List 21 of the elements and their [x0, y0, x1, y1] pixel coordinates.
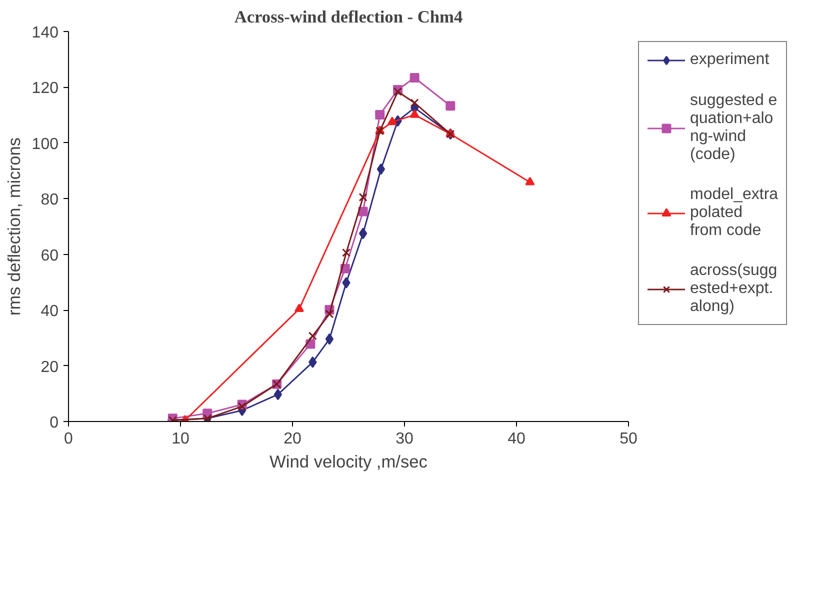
- y-tick-label: 60: [40, 247, 59, 264]
- legend-label: across(suggested+expt. along): [690, 262, 778, 316]
- x-tick-label: 50: [620, 430, 638, 448]
- y-tick-label: 80: [40, 192, 59, 209]
- y-tick-label: 120: [32, 80, 59, 98]
- y-tick-label: 20: [40, 358, 59, 376]
- x-tick-label: 30: [396, 430, 414, 448]
- legend-label: suggested equation+along-wind (code): [690, 92, 778, 164]
- y-tick-label: 0: [50, 414, 59, 432]
- y-tick-label: 100: [32, 136, 59, 153]
- legend-label: experiment: [690, 51, 770, 69]
- x-tick-label: 10: [172, 430, 190, 448]
- y-axis-title: rms deflection, microns: [4, 137, 24, 316]
- x-axis-title: Wind velocity ,m/sec: [270, 452, 428, 472]
- y-tick-label: 140: [32, 24, 59, 42]
- x-tick-label: 20: [284, 430, 302, 448]
- chart-title: Across-wind deflection - Chm4: [234, 8, 463, 26]
- x-tick-label: 0: [64, 430, 74, 448]
- y-tick-label: 40: [40, 303, 59, 320]
- legend-label: model_extrapolated from code: [690, 186, 778, 240]
- x-tick-label: 40: [508, 430, 526, 448]
